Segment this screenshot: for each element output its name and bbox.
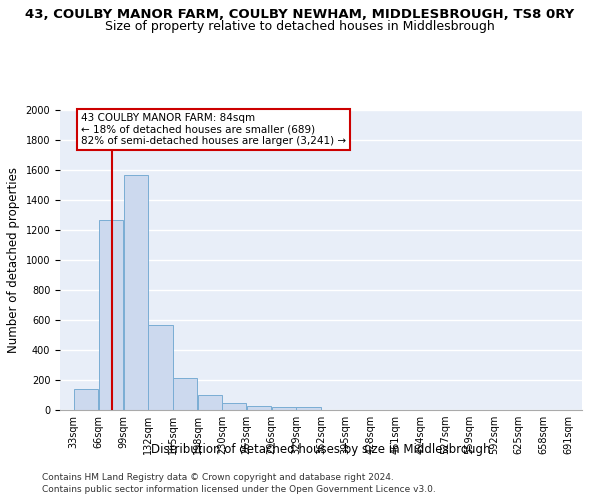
Text: Contains HM Land Registry data © Crown copyright and database right 2024.: Contains HM Land Registry data © Crown c… bbox=[42, 472, 394, 482]
Text: 43, COULBY MANOR FARM, COULBY NEWHAM, MIDDLESBROUGH, TS8 0RY: 43, COULBY MANOR FARM, COULBY NEWHAM, MI… bbox=[25, 8, 575, 20]
Text: Distribution of detached houses by size in Middlesbrough: Distribution of detached houses by size … bbox=[151, 442, 491, 456]
Bar bbox=[272, 407, 296, 410]
Text: Contains public sector information licensed under the Open Government Licence v3: Contains public sector information licen… bbox=[42, 485, 436, 494]
Bar bbox=[296, 407, 321, 410]
Y-axis label: Number of detached properties: Number of detached properties bbox=[7, 167, 20, 353]
Bar bbox=[99, 220, 123, 410]
Bar bbox=[198, 395, 222, 410]
Bar bbox=[148, 324, 173, 410]
Text: 43 COULBY MANOR FARM: 84sqm
← 18% of detached houses are smaller (689)
82% of se: 43 COULBY MANOR FARM: 84sqm ← 18% of det… bbox=[81, 113, 346, 146]
Bar bbox=[222, 402, 247, 410]
Bar bbox=[74, 389, 98, 410]
Bar bbox=[124, 174, 148, 410]
Bar bbox=[173, 378, 197, 410]
Text: Size of property relative to detached houses in Middlesbrough: Size of property relative to detached ho… bbox=[105, 20, 495, 33]
Bar bbox=[247, 406, 271, 410]
